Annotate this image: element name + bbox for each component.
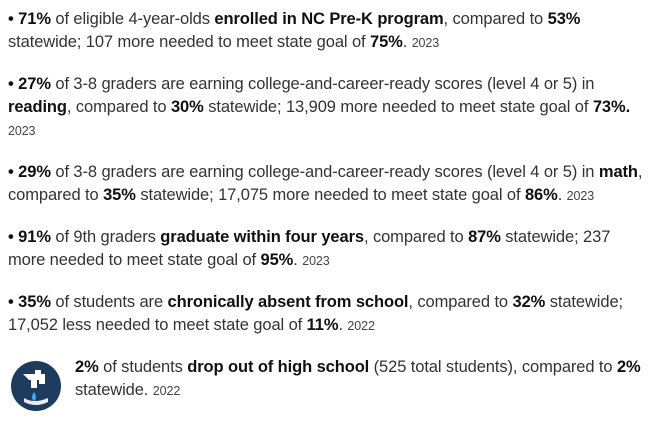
text: (525 total students), compared to xyxy=(369,358,617,376)
bold-text: • 71% xyxy=(8,10,51,28)
bold-text: • 29% xyxy=(8,163,51,181)
text: , compared to xyxy=(408,293,513,311)
bold-text: chronically absent from school xyxy=(167,293,409,311)
text: statewide. xyxy=(75,381,153,399)
text: statewide; 13,909 more needed to meet st… xyxy=(203,98,593,116)
bold-text: 95% xyxy=(260,251,294,269)
bold-text: 2% xyxy=(616,358,641,376)
bold-text: reading xyxy=(8,98,67,116)
stat-item: • 27% of 3-8 graders are earning college… xyxy=(8,73,649,143)
text: , compared to xyxy=(443,10,548,28)
text: of eligible 4-year-olds xyxy=(50,10,215,28)
bold-text: 35% xyxy=(103,186,136,204)
bold-text: 75% xyxy=(370,33,403,51)
bold-text: 53% xyxy=(547,10,581,28)
year: 2023 xyxy=(411,36,440,50)
text: of 3-8 graders are earning college-and-c… xyxy=(50,163,599,181)
text: statewide; 107 more needed to meet state… xyxy=(8,33,370,51)
text: of 3-8 graders are earning college-and-c… xyxy=(50,75,595,93)
document: • 71% of eligible 4-year-olds enrolled i… xyxy=(8,8,649,411)
stat-item: • 91% of 9th graders graduate within fou… xyxy=(8,226,649,273)
text: of students xyxy=(98,358,188,376)
bold-text: 86% xyxy=(524,186,558,204)
stat-item: • 71% of eligible 4-year-olds enrolled i… xyxy=(8,8,649,55)
bold-text: 73%. xyxy=(592,98,631,116)
bold-text: • 91% xyxy=(8,228,51,246)
text: of 9th graders xyxy=(50,228,161,246)
text: . xyxy=(293,251,303,269)
text: . xyxy=(402,33,412,51)
stat-item: • 29% of 3-8 graders are earning college… xyxy=(8,161,649,208)
bold-text: enrolled in NC Pre-K program xyxy=(214,10,444,28)
bold-text: 11% xyxy=(306,316,339,334)
text: , compared to xyxy=(66,98,171,116)
bold-text: drop out of high school xyxy=(187,358,370,376)
bold-text: 87% xyxy=(468,228,501,246)
dropout-icon xyxy=(11,361,61,411)
year: 2023 xyxy=(566,189,595,203)
year: 2023 xyxy=(302,254,330,268)
text: statewide; 17,052 less needed to meet st… xyxy=(8,293,624,334)
text: of students are xyxy=(50,293,168,311)
stat-item: 2% of students drop out of high school (… xyxy=(8,356,649,411)
bold-text: graduate within four years xyxy=(160,228,364,246)
bold-text: math xyxy=(598,163,638,181)
text: . xyxy=(557,186,567,204)
text: statewide; 17,075 more needed to meet st… xyxy=(135,186,525,204)
bold-text: • 35% xyxy=(8,293,51,311)
year: 2023 xyxy=(8,124,36,138)
text: , compared to xyxy=(363,228,469,246)
year: 2022 xyxy=(347,319,375,333)
bold-text: 32% xyxy=(512,293,546,311)
text: statewide; 237 more needed to meet state… xyxy=(8,228,611,269)
bold-text: 30% xyxy=(170,98,204,116)
text: , compared to xyxy=(8,163,643,204)
stat-item: • 35% of students are chronically absent… xyxy=(8,291,649,338)
year: 2022 xyxy=(152,384,181,398)
bold-text: • 27% xyxy=(8,75,51,93)
text: . xyxy=(338,316,348,334)
bold-text: 2% xyxy=(75,358,99,376)
